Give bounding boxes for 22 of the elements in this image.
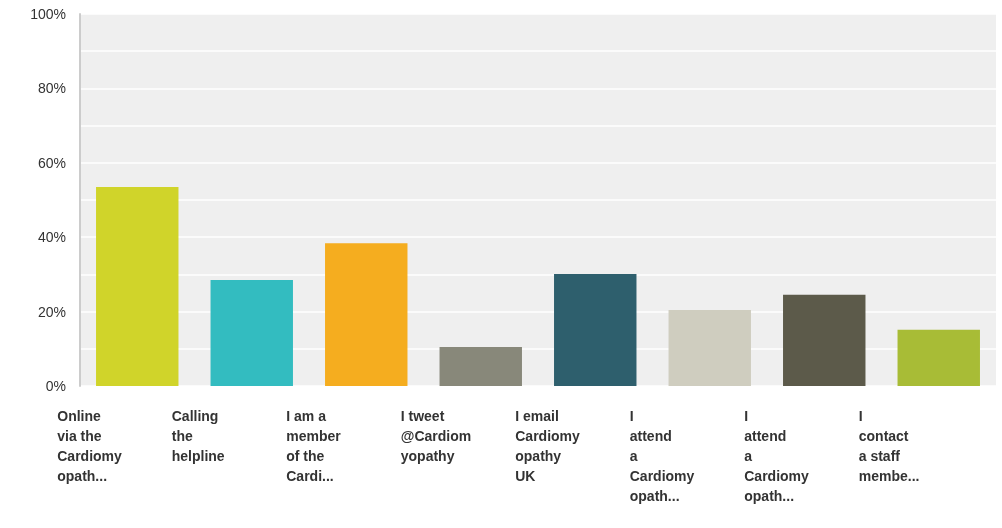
x-tick-label: Calling the helpline [171,408,225,464]
x-tick-label: I tweet @Cardiom yopathy [400,408,472,464]
bar [897,329,980,386]
bar [325,243,408,386]
x-tick-label: I contact a staff membe... [858,408,920,484]
x-tick-label: I attend a Cardiomy opath... [629,408,695,504]
bar [783,294,866,386]
bar [210,279,293,386]
bar [668,310,751,386]
y-tick-label: 100% [30,6,66,22]
y-tick-label: 0% [45,378,66,394]
x-tick-label: I email Cardiomy opathy UK [515,408,581,484]
bar [96,186,179,386]
y-tick-label: 20% [37,303,66,320]
y-tick-label: 40% [37,229,66,246]
x-tick-label: Online via the Cardiomy opath... [57,408,123,484]
bar [439,346,522,386]
y-tick-label: 60% [37,154,66,171]
y-tick-label: 80% [37,80,66,97]
bar [554,274,637,386]
x-tick-label: I attend a Cardiomy opath... [744,408,810,504]
x-tick-label: I am a member of the Cardi... [286,408,342,484]
